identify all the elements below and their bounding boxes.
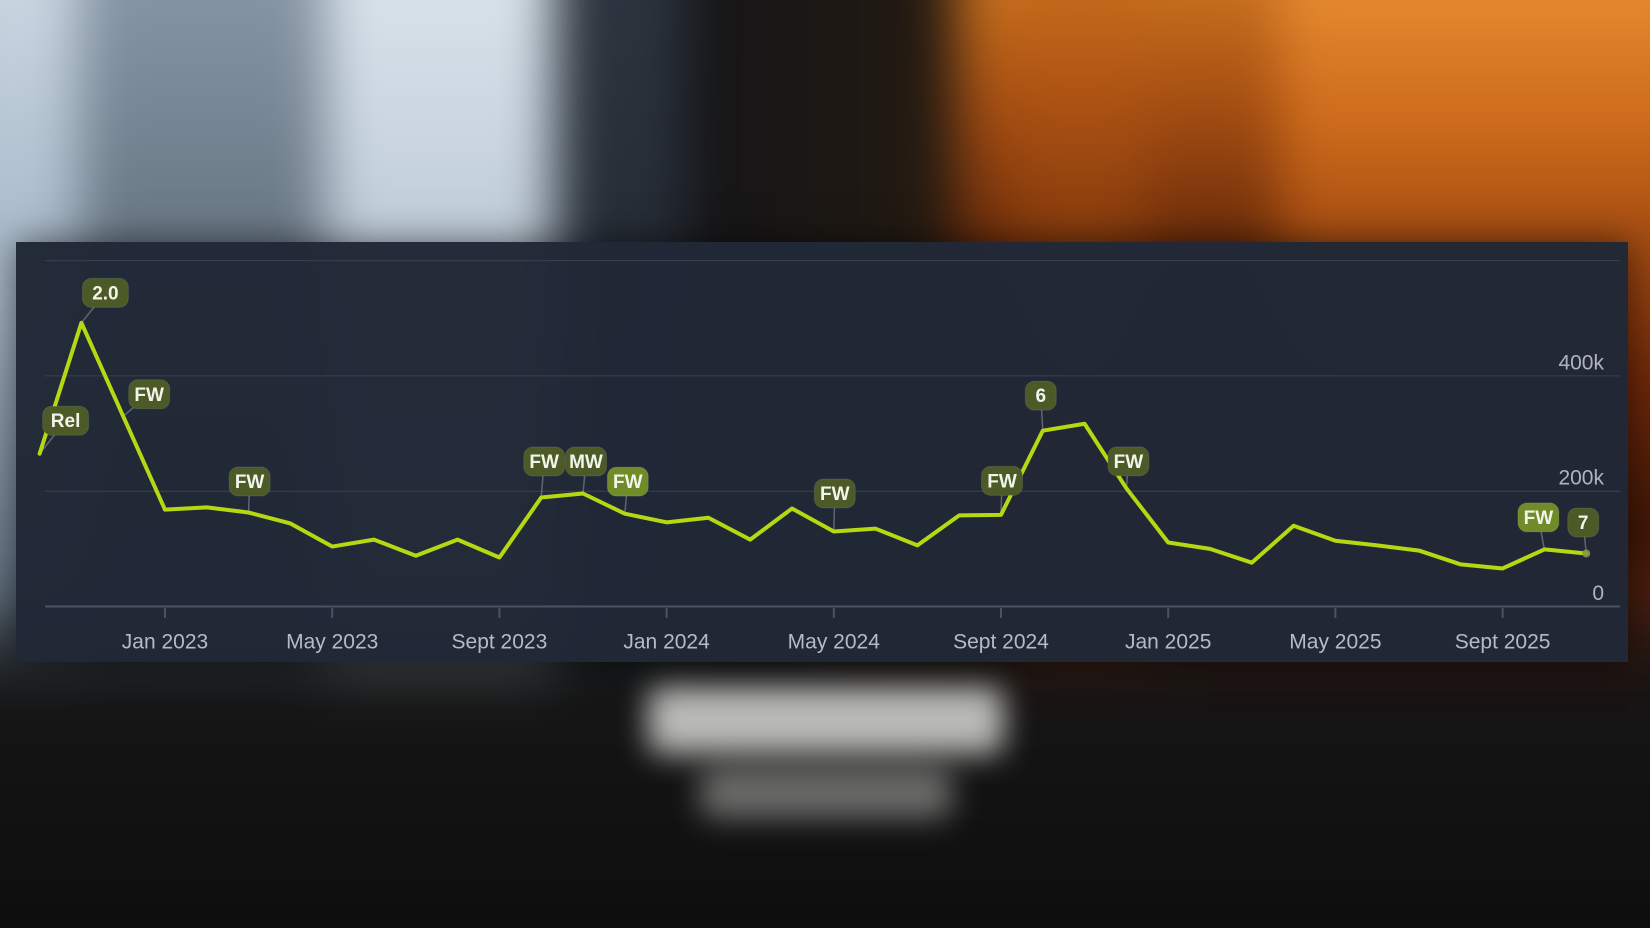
- event-badge-label: Rel: [51, 411, 81, 432]
- player-count-line: [37, 320, 1589, 571]
- event-badge-fw[interactable]: [228, 466, 271, 497]
- event-badge-fw[interactable]: [128, 379, 171, 410]
- y-axis-label: 400k: [1558, 351, 1604, 374]
- x-axis-label: May 2025: [1289, 631, 1381, 654]
- latest-point-dot: [1582, 549, 1591, 558]
- event-badge-rel[interactable]: [42, 405, 90, 436]
- player-chart-panel: [16, 242, 1628, 662]
- blurred-game-logo-subtitle: [700, 768, 952, 818]
- event-badge-label: FW: [1524, 508, 1554, 529]
- event-badge-fw[interactable]: [981, 465, 1023, 496]
- event-badge-label: FW: [134, 385, 164, 406]
- event-badge-label: FW: [613, 472, 643, 493]
- event-badge-label: 6: [1036, 386, 1047, 407]
- x-axis-label: Sept 2025: [1455, 631, 1551, 654]
- event-badge-fw[interactable]: [606, 466, 649, 497]
- event-badge-label: FW: [820, 484, 850, 505]
- event-badge-20[interactable]: [81, 277, 129, 308]
- x-axis-label: May 2023: [286, 631, 378, 654]
- x-axis-label: Jan 2024: [623, 631, 710, 654]
- event-badge-label: FW: [987, 471, 1017, 492]
- x-axis-label: Jan 2025: [1125, 631, 1211, 654]
- event-badge-label: MW: [569, 452, 603, 473]
- y-axis-label: 0: [1592, 582, 1604, 605]
- event-badge-fw[interactable]: [1517, 502, 1560, 533]
- event-badge-mw[interactable]: [565, 446, 607, 477]
- event-badge-label: FW: [1114, 452, 1144, 473]
- event-badge-label: 2.0: [92, 283, 118, 304]
- x-axis-label: Jan 2023: [122, 631, 208, 654]
- event-badge-7[interactable]: [1567, 507, 1600, 538]
- event-badge-label: FW: [529, 452, 559, 473]
- event-badge-label: 7: [1578, 513, 1589, 534]
- event-badge-6[interactable]: [1024, 380, 1057, 411]
- y-axis-label: 200k: [1558, 467, 1604, 490]
- event-badge-fw[interactable]: [813, 478, 856, 509]
- x-axis-label: May 2024: [788, 631, 881, 654]
- blurred-game-logo: [648, 686, 1004, 754]
- event-badge-fw[interactable]: [523, 446, 566, 477]
- event-badge-fw[interactable]: [1107, 446, 1150, 477]
- background-bottom-dark: [0, 615, 1650, 928]
- x-axis-label: Sept 2024: [953, 631, 1049, 654]
- x-axis-label: Sept 2023: [452, 631, 548, 654]
- event-badge-label: FW: [235, 472, 265, 493]
